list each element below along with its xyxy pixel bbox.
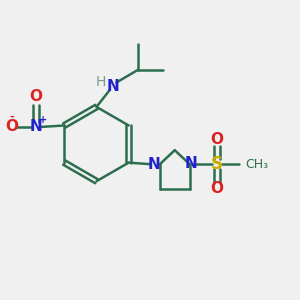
Text: O: O [30, 89, 43, 104]
Text: S: S [211, 155, 223, 173]
Text: CH₃: CH₃ [245, 158, 268, 171]
Text: N: N [30, 119, 43, 134]
Text: O: O [5, 119, 18, 134]
Text: O: O [211, 181, 224, 196]
Text: N: N [106, 79, 119, 94]
Text: +: + [39, 115, 47, 124]
Text: N: N [148, 157, 160, 172]
Text: H: H [95, 75, 106, 88]
Text: -: - [9, 112, 14, 122]
Text: N: N [185, 156, 197, 171]
Text: O: O [211, 132, 224, 147]
